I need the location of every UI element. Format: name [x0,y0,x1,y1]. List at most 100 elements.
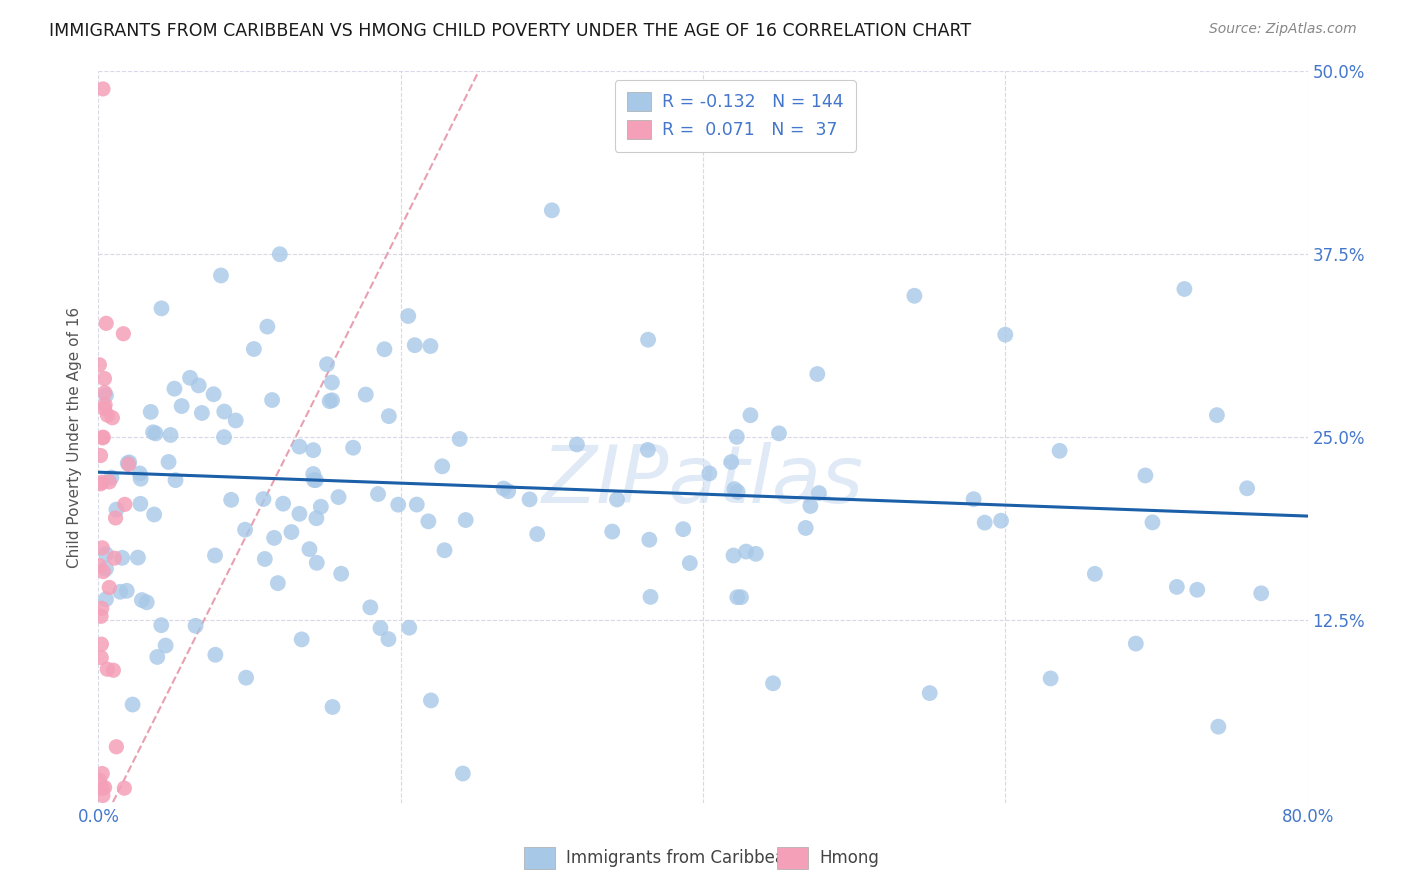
Point [1173,282,1195,296]
Point [91,431,114,445]
Point [94,388,117,402]
Point [163,382,186,396]
Point [318,394,340,409]
Point [305,511,328,525]
Point [219,492,242,507]
Point [519,492,541,507]
Point [121,698,143,712]
Point [89,358,111,372]
Point [155,639,177,653]
Point [209,268,232,283]
Point [96,316,118,330]
Point [565,437,588,451]
Point [159,428,181,442]
Point [256,319,278,334]
Point [373,343,395,357]
Point [91,430,114,444]
Point [91,565,114,579]
Point [637,442,659,457]
Point [321,700,343,714]
Point [271,497,294,511]
Point [128,467,150,481]
Point [745,547,768,561]
Point [433,543,456,558]
Point [145,426,167,441]
Point [170,399,193,413]
Point [98,475,121,489]
Point [1039,672,1062,686]
Point [723,482,745,496]
Point [316,357,339,371]
Point [262,392,284,407]
Point [187,378,209,392]
Point [990,514,1012,528]
Point [454,513,477,527]
Point [540,203,562,218]
Point [94,562,117,576]
Point [638,533,661,547]
Point [117,456,139,470]
Point [309,500,332,514]
Point [204,549,226,563]
Point [354,387,377,401]
Legend: R = -0.132   N = 144, R =  0.071   N =  37: R = -0.132 N = 144, R = 0.071 N = 37 [614,80,856,152]
Point [432,459,454,474]
Point [143,508,166,522]
Point [129,497,152,511]
Point [794,521,817,535]
Point [725,430,748,444]
Point [89,773,111,788]
Text: ZIPatlas: ZIPatlas [541,442,865,520]
Point [396,309,419,323]
Point [89,558,111,573]
Point [112,781,135,796]
Text: Hmong: Hmong [818,849,879,867]
Point [419,339,441,353]
Point [91,766,114,780]
Point [370,621,392,635]
Point [117,458,139,472]
Point [94,547,117,561]
Point [492,482,515,496]
Point [359,600,381,615]
Point [94,592,117,607]
Point [91,82,114,96]
Point [90,601,112,615]
Point [496,484,519,499]
Point [91,781,114,796]
Point [212,430,235,444]
Point [994,327,1017,342]
Point [118,455,141,469]
Point [225,413,247,427]
Point [1187,582,1209,597]
Point [720,455,742,469]
Point [526,527,548,541]
Point [233,523,256,537]
Point [214,404,236,418]
Point [101,410,124,425]
Point [768,426,790,441]
Point [91,541,114,555]
Point [139,405,162,419]
Point [298,542,321,557]
Point [104,511,127,525]
Point [280,524,302,539]
Point [204,648,226,662]
Point [1084,566,1107,581]
Point [150,301,173,316]
Point [903,289,925,303]
Point [404,338,426,352]
Point [321,376,343,390]
Point [640,590,662,604]
Point [288,507,311,521]
Point [405,498,427,512]
Point [1208,720,1230,734]
Point [157,455,180,469]
Point [1166,580,1188,594]
Point [321,393,343,408]
Point [799,499,821,513]
Point [100,470,122,484]
Point [252,491,274,506]
Point [115,583,138,598]
Point [93,401,115,416]
